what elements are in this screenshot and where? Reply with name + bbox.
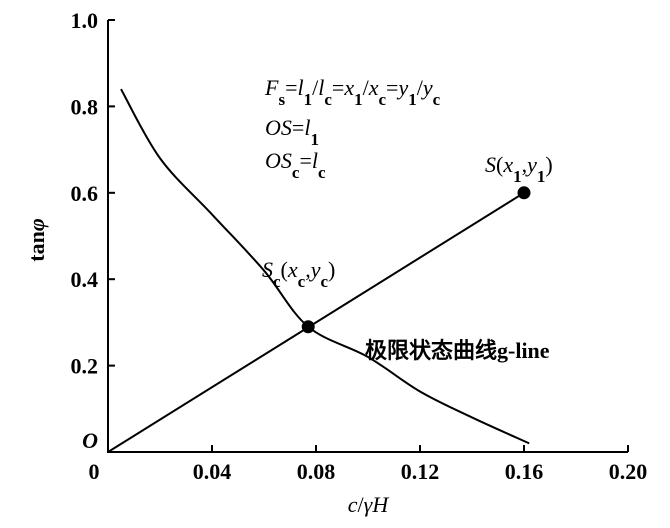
text-run: OS (265, 115, 292, 140)
x-tick-label: 0.04 (193, 459, 232, 484)
annotation: OSc=lc (265, 148, 326, 182)
y-tick-label: 0.6 (71, 181, 99, 206)
y-tick-label: O (82, 428, 98, 453)
x-tick-label: 0.16 (505, 459, 544, 484)
text-run: 1 (408, 90, 417, 109)
text-run: ) (328, 257, 335, 282)
text-run: s (278, 90, 285, 109)
text-run: , (522, 152, 528, 177)
text-run: ( (496, 152, 503, 177)
annotation: OS=l1 (265, 115, 319, 149)
y-axis-label: tanφ (24, 218, 49, 262)
text-run: = (299, 148, 311, 173)
text-run: y (396, 75, 408, 100)
point (301, 320, 315, 334)
y-tick-label: 0.2 (71, 354, 99, 379)
text-run: c (433, 90, 441, 109)
y-tick-label: 0.8 (71, 94, 99, 119)
text-run: S (262, 257, 273, 282)
curve-label: 极限状态曲线g-line (365, 338, 550, 363)
text-run: x (368, 75, 379, 100)
text-run: c (320, 272, 328, 291)
x-axis-label: c/γH (348, 492, 390, 517)
text-run: c (273, 272, 281, 291)
series-line (120, 88, 530, 445)
text-run: / (363, 75, 370, 100)
text-run: c (348, 492, 358, 517)
x-tick-label: 0 (89, 459, 100, 484)
series-line (107, 191, 525, 453)
point-label: S(x1,y1) (485, 152, 553, 186)
text-run: , (305, 257, 311, 282)
text-run: x (502, 152, 513, 177)
text-run: γH (364, 492, 390, 517)
y-tick-label: 1.0 (71, 8, 99, 33)
text-run: ) (545, 152, 552, 177)
text-run: l (312, 148, 318, 173)
point-label: Sc(xc,yc) (262, 257, 335, 291)
text-run: / (358, 492, 365, 517)
x-tick-label: 0.20 (609, 459, 648, 484)
text-run: 1 (513, 167, 522, 186)
text-run: 1 (354, 90, 363, 109)
text-run: 1 (304, 90, 313, 109)
x-tick-label: 0.12 (401, 459, 440, 484)
text-run: = (285, 75, 297, 100)
text-run: x (343, 75, 354, 100)
text-run: c (298, 272, 306, 291)
x-tick-label: 0.08 (297, 459, 336, 484)
text-run: l (304, 115, 310, 140)
text-run: = (292, 115, 304, 140)
text-run: φ (24, 218, 49, 231)
text-run: / (417, 75, 424, 100)
text-run: c (318, 163, 326, 182)
text-run: tan (24, 231, 49, 262)
text-run: c (379, 90, 387, 109)
text-run: ( (281, 257, 288, 282)
text-run: x (287, 257, 298, 282)
text-run: = (332, 75, 344, 100)
text-run: y (309, 257, 321, 282)
text-run: l (318, 75, 324, 100)
text-run: S (485, 152, 496, 177)
text-run: OS (265, 148, 292, 173)
annotation: Fs=l1/lc=x1/xc=y1/yc (264, 75, 441, 109)
text-run: y (421, 75, 433, 100)
text-run: y (525, 152, 537, 177)
point (517, 186, 531, 200)
text-run: c (292, 163, 300, 182)
y-tick-label: 0.4 (71, 267, 99, 292)
text-run: 极限状态曲线g-line (365, 338, 550, 363)
text-run: F (264, 75, 279, 100)
text-run: l (298, 75, 304, 100)
text-run: 1 (537, 167, 546, 186)
text-run: c (324, 90, 332, 109)
text-run: 1 (310, 130, 319, 149)
text-run: / (312, 75, 319, 100)
text-run: = (386, 75, 398, 100)
